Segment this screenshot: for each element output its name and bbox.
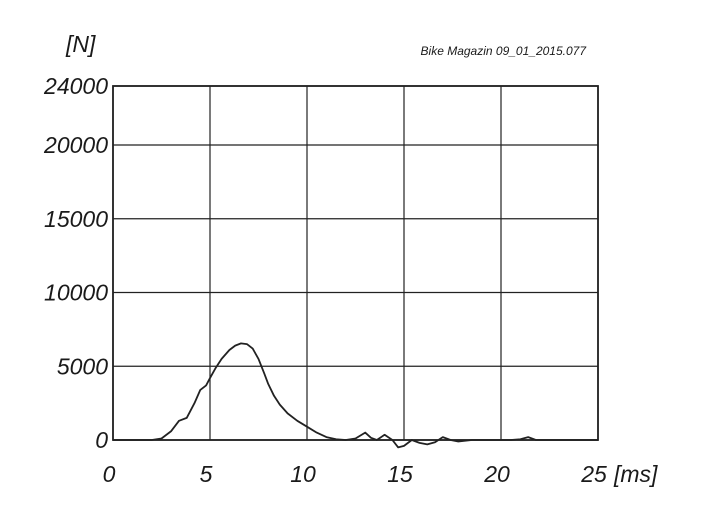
x-tick-label: 5: [200, 461, 213, 487]
grid: [112, 85, 599, 441]
x-tick-label: 0: [103, 461, 116, 487]
y-tick-label: 10000: [44, 280, 108, 306]
x-tick-label: 25: [580, 461, 607, 487]
y-tick-label: 15000: [44, 206, 108, 232]
x-tick-label: 15: [387, 461, 413, 487]
plot-frame: [112, 85, 599, 441]
x-tick-label: 20: [483, 461, 510, 487]
source-label: Bike Magazin 09_01_2015.077: [421, 44, 588, 58]
y-axis-label: [N]: [65, 31, 96, 57]
y-axis-ticks: 0 5000 10000 15000 20000 24000: [43, 73, 108, 453]
x-axis-label: [ms]: [613, 461, 658, 487]
y-tick-label: 0: [95, 427, 108, 453]
force-curve: [113, 342, 598, 449]
y-tick-label: 5000: [57, 353, 108, 379]
y-tick-label: 24000: [43, 73, 108, 99]
x-tick-label: 10: [290, 461, 316, 487]
x-axis-ticks: 0 5 10 15 20 25: [103, 461, 607, 487]
y-tick-label: 20000: [43, 132, 108, 158]
